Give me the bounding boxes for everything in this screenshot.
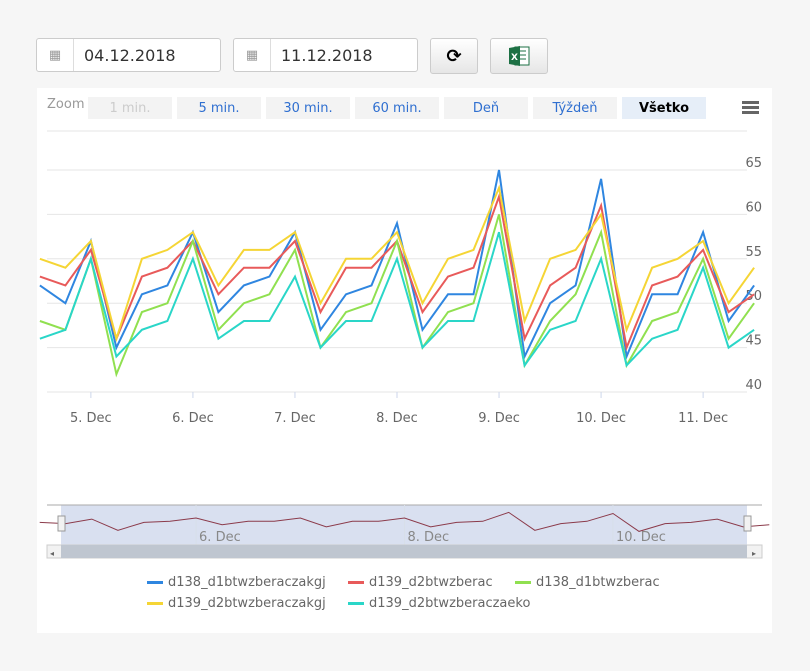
legend-line-icon <box>515 581 531 584</box>
legend-item[interactable]: d138_d1btwzberac <box>515 575 660 590</box>
y-tick-label: 60 <box>745 200 762 215</box>
x-tick-label: 10. Dec <box>576 411 626 426</box>
x-tick-label: 9. Dec <box>478 411 520 426</box>
date-to-field[interactable]: ▦ 11.12.2018 <box>233 38 418 72</box>
x-tick-label: 7. Dec <box>274 411 316 426</box>
refresh-button[interactable]: ⟳ <box>430 38 478 74</box>
navigator-series <box>39 511 770 532</box>
calendar-icon[interactable]: ▦ <box>234 39 271 71</box>
series-line-d139_d2btwzberaczaeko[interactable] <box>39 231 755 368</box>
series-line-d138_d1btwzberaczakgj[interactable] <box>39 169 755 361</box>
menu-icon[interactable] <box>742 101 759 114</box>
navigator-handle[interactable] <box>57 515 66 532</box>
calendar-icon[interactable]: ▦ <box>37 39 74 71</box>
legend-line-icon <box>348 602 364 605</box>
scrollbar-thumb[interactable] <box>61 545 747 558</box>
legend-label: d139_d2btwzberac <box>369 575 493 590</box>
zoom-week-button[interactable]: Týždeň <box>533 97 617 119</box>
y-tick-label: 45 <box>745 334 762 349</box>
date-from-field[interactable]: ▦ 04.12.2018 <box>36 38 221 72</box>
x-tick-label: 5. Dec <box>70 411 112 426</box>
series-line-d138_d1btwzberac[interactable] <box>39 214 755 378</box>
y-tick-label: 50 <box>745 289 762 304</box>
legend-item[interactable]: d139_d2btwzberaczaeko <box>348 596 530 611</box>
zoom-5min-button[interactable]: 5 min. <box>177 97 261 119</box>
legend-line-icon <box>147 602 163 605</box>
y-tick-label: 65 <box>745 156 762 171</box>
legend-label: d139_d2btwzberaczakgj <box>168 596 326 611</box>
zoom-day-button[interactable]: Deň <box>444 97 528 119</box>
excel-icon: X <box>509 46 530 66</box>
zoom-30min-button[interactable]: 30 min. <box>266 97 350 119</box>
date-to-value[interactable]: 11.12.2018 <box>281 45 373 65</box>
y-tick-label: 40 <box>745 378 762 393</box>
zoom-label: Zoom <box>47 97 85 112</box>
x-tick-label: 11. Dec <box>678 411 728 426</box>
navigator-tick-label: 8. Dec <box>408 530 450 545</box>
zoom-60min-button[interactable]: 60 min. <box>355 97 439 119</box>
legend-label: d139_d2btwzberaczaeko <box>369 596 531 611</box>
svg-text:X: X <box>511 53 518 63</box>
legend-item[interactable]: d139_d2btwzberac <box>348 575 493 590</box>
x-tick-label: 6. Dec <box>172 411 214 426</box>
legend-label: d138_d1btwzberac <box>536 575 660 590</box>
legend-line-icon <box>348 581 364 584</box>
legend-label: d138_d1btwzberaczakgj <box>168 575 326 590</box>
x-tick-label: 8. Dec <box>376 411 418 426</box>
navigator-tick-label: 6. Dec <box>199 530 241 545</box>
legend-line-icon <box>147 581 163 584</box>
scroll-left-arrow-icon[interactable]: ◂ <box>50 549 54 558</box>
zoom-1min-button[interactable]: 1 min. <box>88 97 172 119</box>
navigator-tick-label: 10. Dec <box>616 530 666 545</box>
scroll-right-arrow-icon[interactable]: ▸ <box>752 549 756 558</box>
zoom-all-button[interactable]: Všetko <box>622 97 706 119</box>
legend-item[interactable]: d138_d1btwzberaczakgj <box>147 575 326 590</box>
excel-export-button[interactable]: X <box>490 38 548 74</box>
date-from-value[interactable]: 04.12.2018 <box>84 45 176 65</box>
y-tick-label: 55 <box>745 245 762 260</box>
series-line-d139_d2btwzberac[interactable] <box>39 192 755 352</box>
navigator-handle[interactable] <box>743 515 752 532</box>
legend-item[interactable]: d139_d2btwzberaczakgj <box>147 596 326 611</box>
series-line-d139_d2btwzberaczakgj[interactable] <box>39 184 755 343</box>
refresh-icon: ⟳ <box>446 45 462 67</box>
